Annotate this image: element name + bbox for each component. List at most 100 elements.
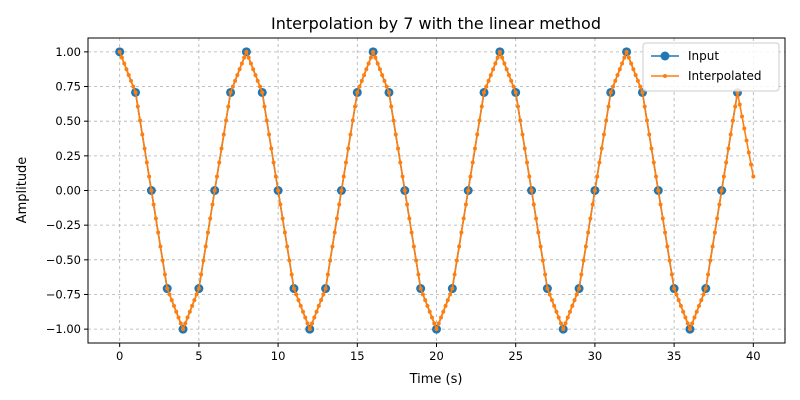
interpolated-point (167, 292, 172, 297)
interpolated-point (579, 272, 584, 277)
interpolated-point (147, 174, 152, 179)
interpolated-point (310, 321, 315, 326)
x-axis-label: Time (s) (409, 372, 463, 387)
interpolated-point (242, 55, 247, 60)
legend-interpolated-label: Interpolated (688, 69, 762, 83)
interpolated-point (228, 90, 233, 95)
interpolated-point (140, 132, 145, 137)
interpolated-point (617, 67, 622, 72)
interpolated-point (740, 114, 745, 119)
interpolated-point (595, 174, 600, 179)
interpolated-point (280, 216, 285, 221)
interpolated-point (117, 49, 122, 54)
interpolated-point (463, 202, 468, 207)
interpolated-point (511, 84, 516, 89)
interpolated-point (592, 188, 597, 193)
interpolated-point (199, 272, 204, 277)
interpolated-point (558, 321, 563, 326)
interpolated-point (479, 104, 484, 109)
interpolated-point (251, 67, 256, 72)
interpolated-point (475, 132, 480, 137)
interpolated-point (158, 244, 163, 249)
interpolated-point (733, 104, 738, 109)
interpolated-point (257, 84, 262, 89)
interpolated-point (515, 104, 520, 109)
interpolated-point (373, 55, 378, 60)
interpolated-point (427, 309, 432, 314)
interpolated-point (488, 73, 493, 78)
interpolated-point (531, 202, 536, 207)
interpolated-point (529, 188, 534, 193)
interpolated-point (339, 188, 344, 193)
interpolated-point (640, 90, 645, 95)
y-axis-label: Amplitude (15, 157, 30, 224)
interpolated-point (203, 244, 208, 249)
interpolated-point (323, 286, 328, 291)
interpolated-point (577, 286, 582, 291)
interpolated-point (119, 55, 124, 60)
interpolated-point (330, 244, 335, 249)
interpolated-point (667, 258, 672, 263)
interpolated-point (260, 90, 265, 95)
interpolated-point (162, 272, 167, 277)
interpolated-point (590, 202, 595, 207)
interpolated-point (425, 303, 430, 308)
interpolated-point (436, 321, 441, 326)
interpolated-point (131, 84, 136, 89)
interpolated-point (287, 258, 292, 263)
interpolated-point (674, 292, 679, 297)
interpolated-point (466, 188, 471, 193)
interpolated-point (563, 321, 568, 326)
interpolated-point (226, 104, 231, 109)
interpolated-point (597, 160, 602, 165)
interpolated-point (328, 258, 333, 263)
interpolated-point (545, 286, 550, 291)
interpolated-point (296, 298, 301, 303)
interpolated-point (307, 327, 312, 332)
interpolated-point (635, 78, 640, 83)
interpolated-point (221, 132, 226, 137)
interpolated-point (138, 118, 143, 123)
interpolated-point (493, 61, 498, 66)
interpolated-point (169, 298, 174, 303)
interpolated-point (194, 292, 199, 297)
interpolated-point (608, 90, 613, 95)
y-tick-label: −0.50 (46, 253, 81, 267)
y-tick-label: 1.00 (55, 45, 81, 59)
interpolated-point (606, 104, 611, 109)
interpolated-point (217, 160, 222, 165)
interpolated-point (285, 244, 290, 249)
interpolated-point (171, 303, 176, 308)
interpolated-point (126, 73, 131, 78)
interpolated-point (391, 118, 396, 123)
interpolated-point (599, 146, 604, 151)
legend: Input Interpolated (642, 42, 780, 92)
interpolated-point (133, 90, 138, 95)
y-tick-label: −1.00 (46, 322, 81, 336)
interpolated-point (540, 258, 545, 263)
interpolated-point (375, 61, 380, 66)
interpolated-point (282, 230, 287, 235)
interpolated-point (561, 327, 566, 332)
interpolated-point (185, 315, 190, 320)
interpolated-point (502, 61, 507, 66)
interpolated-point (506, 73, 511, 78)
interpolated-point (350, 118, 355, 123)
interpolated-point (122, 61, 127, 66)
interpolated-point (160, 258, 165, 263)
interpolated-point (409, 230, 414, 235)
interpolated-point (411, 244, 416, 249)
interpolated-point (144, 160, 149, 165)
interpolated-point (629, 61, 634, 66)
interpolated-point (642, 104, 647, 109)
interpolated-point (697, 303, 702, 308)
interpolated-point (201, 258, 206, 263)
interpolated-point (278, 202, 283, 207)
interpolated-point (276, 188, 281, 193)
interpolated-point (210, 202, 215, 207)
interpolated-point (151, 202, 156, 207)
interpolated-point (477, 118, 482, 123)
interpolated-point (224, 118, 229, 123)
interpolated-point (174, 309, 179, 314)
interpolated-point (343, 160, 348, 165)
